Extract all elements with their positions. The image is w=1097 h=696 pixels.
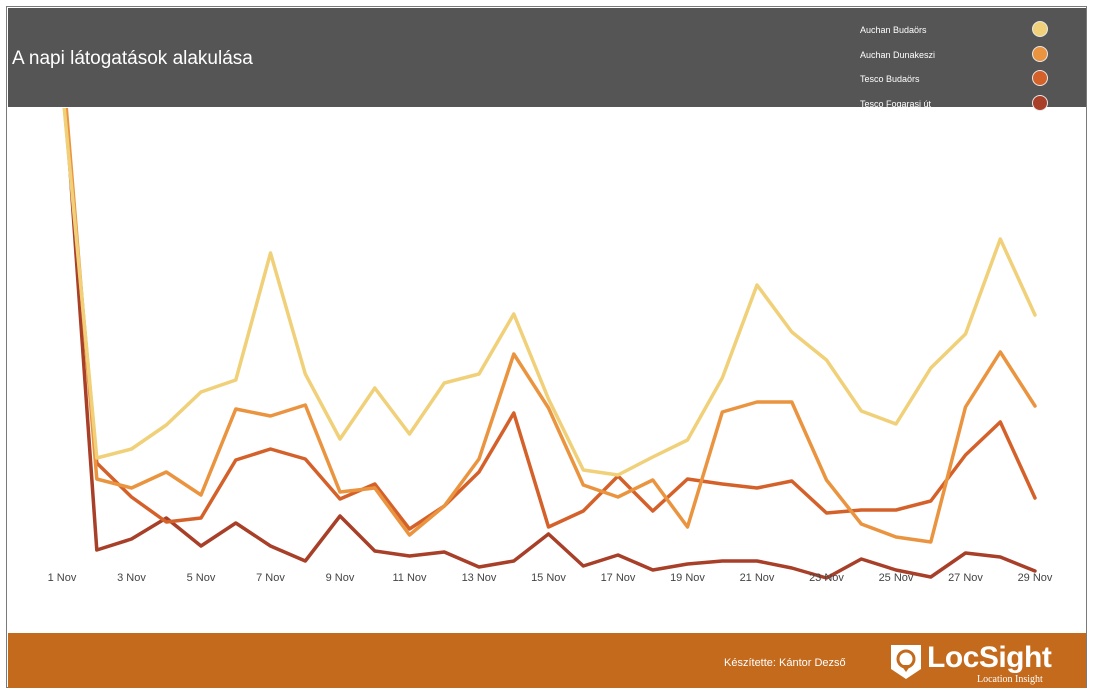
locsight-logo: LocSight Location Insight: [885, 641, 1057, 685]
x-tick-label: 29 Nov: [1018, 572, 1053, 584]
series-line-auchan-dunakeszi[interactable]: [62, 108, 1037, 544]
chart-title: A napi látogatások alakulása: [12, 48, 253, 69]
x-tick-label: 15 Nov: [531, 572, 566, 584]
series-line-tesco-fogarasi-t[interactable]: [62, 108, 1037, 580]
footer-bar: Készítette: Kántor Dezső LocSight Locati…: [8, 633, 1086, 688]
legend-label: Tesco Fogarasi út: [860, 99, 932, 109]
x-tick-label: 27 Nov: [948, 572, 983, 584]
header-bar: A napi látogatások alakulása Auchan Buda…: [8, 8, 1086, 111]
legend-swatch: [1032, 21, 1048, 37]
x-tick-label: 1 Nov: [48, 572, 77, 584]
author-credit: Készítette: Kántor Dezső: [724, 657, 846, 669]
logo-tagline: Location Insight: [977, 674, 1043, 685]
x-tick-label: 11 Nov: [392, 572, 427, 584]
legend-swatch: [1032, 95, 1048, 111]
location-pin-icon: [891, 645, 921, 679]
x-tick-label: 5 Nov: [187, 572, 216, 584]
legend-label: Tesco Budaörs: [860, 74, 920, 84]
legend-swatch: [1032, 70, 1048, 86]
legend-item-auchan-budaors[interactable]: Auchan Budaörs: [848, 18, 1086, 42]
x-tick-label: 7 Nov: [256, 572, 285, 584]
line-chart-svg: 1 Nov 3 Nov 5 Nov 7 Nov 9 Nov 11 Nov 13 Nov 15 …: [48, 108, 1053, 584]
legend-label: Auchan Budaörs: [860, 25, 927, 35]
logo-wordmark: LocSight: [927, 641, 1052, 674]
x-tick-label: 25 Nov: [879, 572, 914, 584]
legend-swatch: [1032, 46, 1048, 62]
x-tick-label: 19 Nov: [670, 572, 705, 584]
legend-item-tesco-budaors[interactable]: Tesco Budaörs: [848, 67, 1086, 91]
series-line-auchan-buda-rs[interactable]: [62, 108, 1037, 477]
legend: Auchan Budaörs Auchan Dunakeszi Tesco Bu…: [848, 8, 1086, 111]
line-chart[interactable]: 1 Nov 3 Nov 5 Nov 7 Nov 9 Nov 11 Nov 13 Nov 15 …: [8, 108, 1086, 633]
x-tick-label: 21 Nov: [740, 572, 775, 584]
legend-label: Auchan Dunakeszi: [860, 50, 936, 60]
x-tick-label: 23 Nov: [809, 572, 844, 584]
series-line-tesco-buda-rs[interactable]: [62, 108, 1037, 531]
x-tick-label: 13 Nov: [462, 572, 497, 584]
x-tick-label: 9 Nov: [326, 572, 355, 584]
x-tick-label: 17 Nov: [601, 572, 636, 584]
legend-item-tesco-fogarasi[interactable]: Tesco Fogarasi út: [848, 92, 1086, 116]
legend-item-auchan-dunakeszi[interactable]: Auchan Dunakeszi: [848, 43, 1086, 67]
dashboard-frame: [6, 6, 1087, 688]
x-tick-label: 3 Nov: [117, 572, 146, 584]
